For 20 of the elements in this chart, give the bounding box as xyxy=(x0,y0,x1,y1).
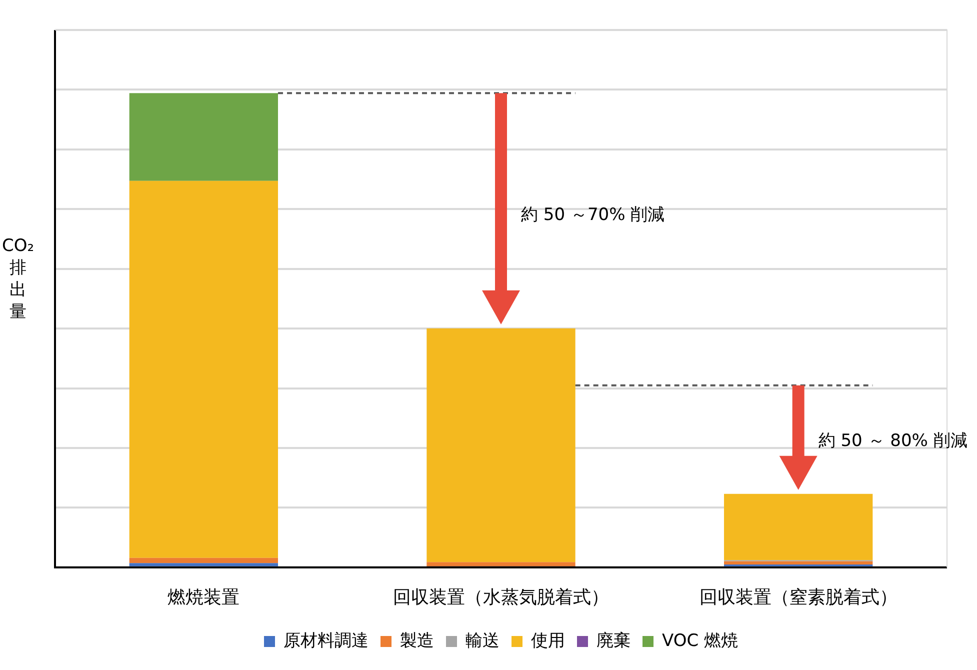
annotation: 約 50 ～70% 削減 xyxy=(521,205,665,226)
annotation: 約 50 ～ 80% 削減 xyxy=(818,431,968,452)
legend-label: 製造 xyxy=(400,630,434,651)
bar xyxy=(129,180,278,558)
bar xyxy=(724,561,873,565)
legend-label: VOC 燃焼 xyxy=(662,630,738,651)
bar xyxy=(129,558,278,564)
x-tick-label: 回収装置（窒素脱着式） xyxy=(699,586,898,608)
x-tick-label: 回収装置（水蒸気脱着式） xyxy=(393,586,609,608)
bar xyxy=(724,494,873,560)
legend-label: 輸送 xyxy=(466,630,500,651)
bar xyxy=(426,328,576,562)
y-axis-title: CO₂排出量 xyxy=(2,235,34,323)
legend-label: 原材料調達 xyxy=(284,630,369,651)
bar xyxy=(129,93,278,181)
bar xyxy=(129,563,278,566)
legend-label: 使用 xyxy=(531,630,566,651)
x-tick-label: 燃焼装置 xyxy=(168,586,240,608)
legend-label: 廃棄 xyxy=(596,630,631,651)
bar xyxy=(426,562,576,566)
